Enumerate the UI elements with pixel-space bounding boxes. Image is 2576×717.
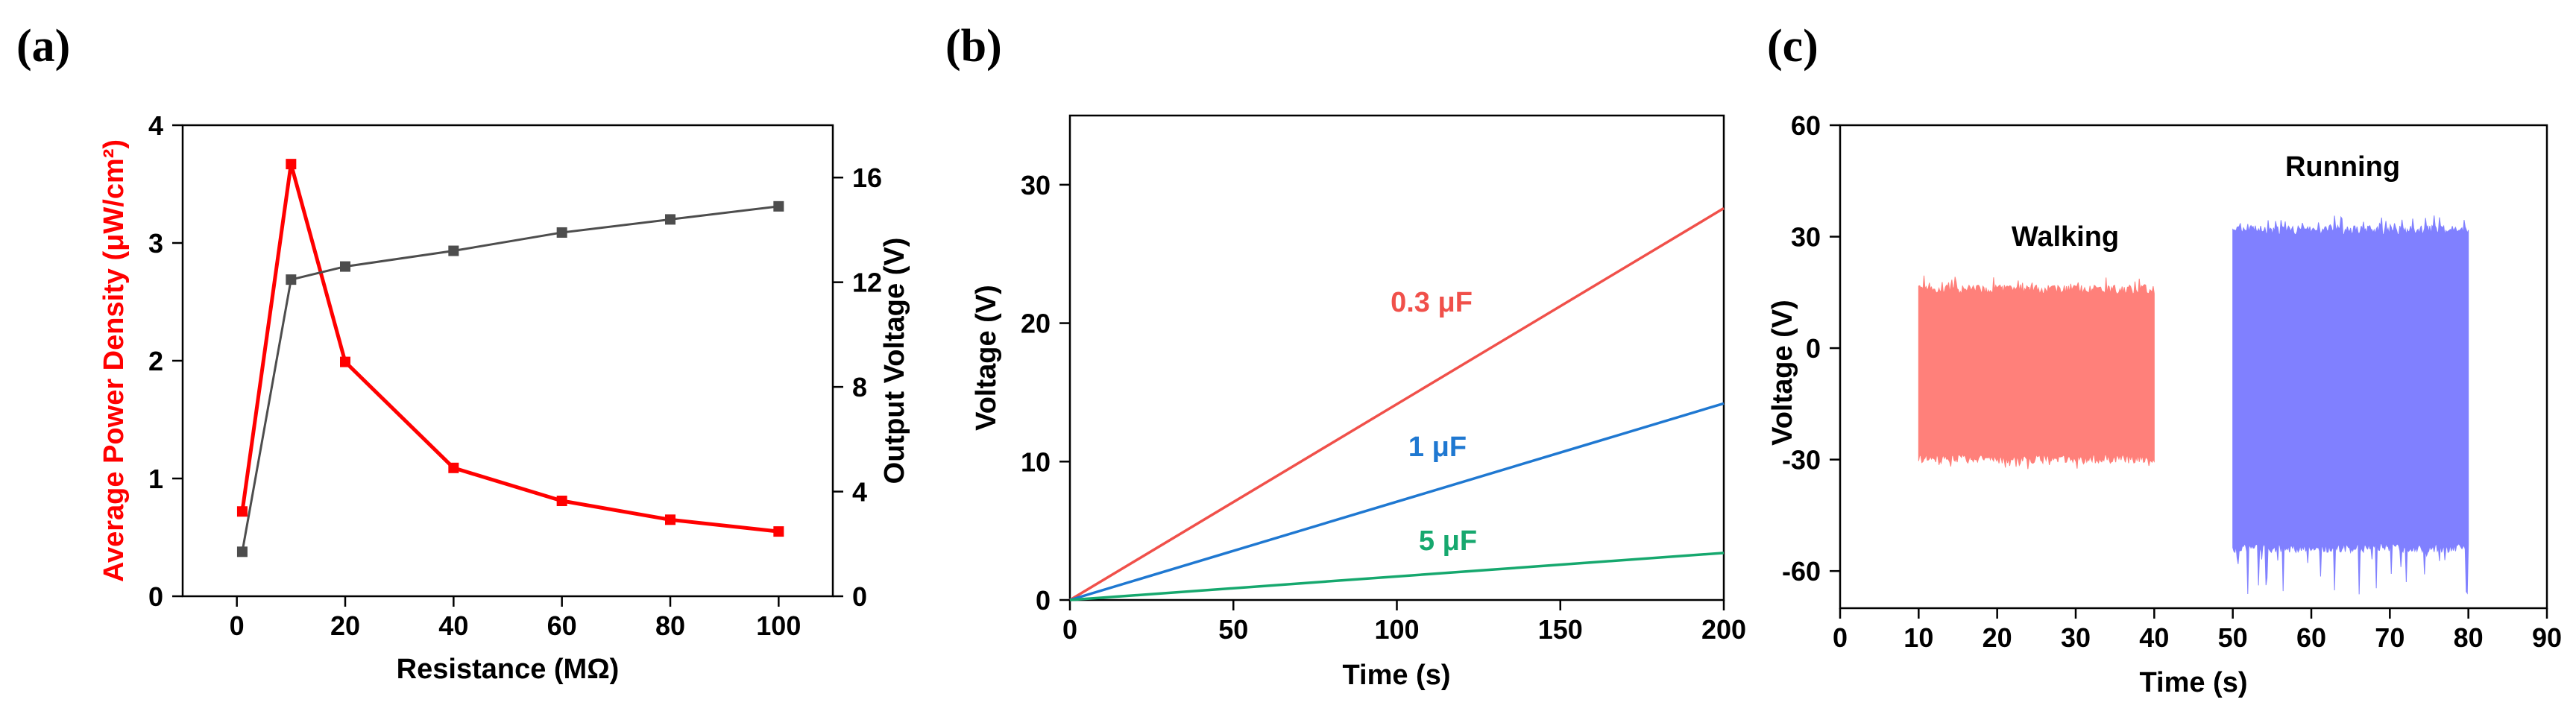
- signal-band-running: [2232, 215, 2469, 595]
- chart-a-ylabel-left: Average Power Density (μW/cm²): [98, 139, 130, 582]
- chart-b-ytick-label: 0: [1036, 585, 1051, 616]
- chart-b-frame: [1068, 114, 1725, 601]
- chart-a-ylabel-right: Output Voltage (V): [879, 238, 910, 484]
- label-running: Running: [2285, 151, 2400, 183]
- chart-b-xtick-label: 0: [1062, 614, 1077, 645]
- chart-b-xtick-label: 150: [1538, 614, 1583, 645]
- chart-a-ytick-left-label: 4: [148, 110, 163, 141]
- chart-a-ytick-right-label: 8: [852, 372, 867, 402]
- data-point-output-voltage: [340, 261, 350, 272]
- panel-label-c: (c): [1767, 21, 1818, 72]
- data-point-power-density: [286, 159, 297, 170]
- series-line-1uf: [1069, 402, 1725, 601]
- chart-a-ytick-right-label: 16: [852, 162, 882, 193]
- chart-a-xtick-label: 60: [547, 610, 577, 641]
- chart-a-ytick-left-label: 2: [148, 346, 163, 376]
- data-point-output-voltage: [448, 245, 459, 256]
- panel-label-b: (b): [945, 21, 1002, 72]
- label-walking: Walking: [2012, 221, 2119, 253]
- series-line-power-density: [240, 162, 779, 534]
- data-point-output-voltage: [236, 546, 248, 558]
- data-point-output-voltage: [286, 274, 297, 285]
- chart-c-xtick-label: 40: [2139, 622, 2169, 653]
- chart-c-ytick-label: -60: [1782, 556, 1821, 587]
- chart-c-ytick-label: -30: [1782, 445, 1821, 476]
- data-point-output-voltage: [665, 214, 676, 225]
- chart-c-xlabel: Time (s): [2139, 667, 2247, 698]
- chart-c-xtick-label: 60: [2296, 622, 2326, 653]
- chart-a-xtick-label: 20: [330, 610, 360, 641]
- data-point-power-density: [340, 356, 350, 367]
- panel-label-a: (a): [16, 21, 70, 72]
- label-5uf: 5 μF: [1419, 525, 1477, 557]
- data-point-power-density: [556, 496, 567, 507]
- signal-band-walking: [1918, 275, 2155, 470]
- chart-c-xtick-label: 0: [1833, 622, 1848, 653]
- chart-b-ytick-label: 20: [1021, 309, 1051, 339]
- chart-c-xtick-label: 10: [1903, 622, 1933, 653]
- chart-c-ytick-label: 30: [1791, 222, 1821, 253]
- chart-b-xtick-label: 100: [1374, 614, 1419, 645]
- chart-a-xtick-label: 40: [438, 610, 468, 641]
- data-point-power-density: [448, 462, 459, 473]
- data-point-power-density: [773, 526, 784, 537]
- chart-a-xlabel: Resistance (MΩ): [397, 654, 620, 685]
- chart-c-frame: [1839, 124, 2548, 610]
- chart-a-ytick-right-label: 4: [852, 477, 867, 508]
- chart-c-ytick-label: 0: [1806, 333, 1821, 364]
- chart-c-ytick-label: 60: [1791, 110, 1821, 141]
- chart-a-ytick-left-label: 1: [148, 464, 163, 494]
- chart-b: 0 50 100 150 200 0 10 20 30 Time (s) Voltage (V…: [971, 114, 1746, 691]
- label-1uf: 1 μF: [1408, 432, 1467, 463]
- chart-b-xtick-label: 200: [1701, 614, 1746, 645]
- chart-c: 0 10 20 30 40 50 60 70 80 90 -60 -30 0 30 60 Time (s)…: [1767, 110, 2562, 698]
- data-point-output-voltage: [556, 227, 567, 238]
- data-point-power-density: [236, 506, 248, 517]
- series-line-0-3uf: [1069, 206, 1725, 601]
- chart-b-xlabel: Time (s): [1342, 660, 1450, 691]
- chart-a-xtick-label: 0: [230, 610, 245, 641]
- chart-a-xtick-label: 100: [756, 610, 801, 641]
- chart-a-ytick-right-label: 0: [852, 581, 867, 612]
- chart-c-ylabel: Voltage (V): [1767, 300, 1798, 446]
- label-0-3uf: 0.3 μF: [1391, 287, 1473, 318]
- chart-b-ytick-label: 10: [1021, 446, 1051, 477]
- chart-c-xtick-label: 20: [1983, 622, 2012, 653]
- chart-a-ytick-left-label: 0: [148, 581, 163, 612]
- data-point-output-voltage: [773, 200, 784, 212]
- chart-c-xtick-label: 80: [2454, 622, 2484, 653]
- chart-b-xtick-label: 50: [1218, 614, 1248, 645]
- series-line-output-voltage: [241, 205, 779, 552]
- chart-a-xtick-label: 80: [655, 610, 685, 641]
- chart-c-xtick-label: 50: [2218, 622, 2248, 653]
- chart-b-ylabel: Voltage (V): [971, 285, 1002, 431]
- series-line-5uf: [1069, 552, 1725, 601]
- data-point-power-density: [665, 514, 676, 525]
- chart-a-ytick-right-label: 12: [852, 268, 882, 298]
- chart-c-xtick-label: 90: [2532, 622, 2562, 653]
- chart-b-ytick-label: 30: [1021, 170, 1051, 200]
- chart-a-ytick-left-label: 3: [148, 228, 163, 259]
- chart-c-xtick-label: 30: [2061, 622, 2091, 653]
- chart-c-xtick-label: 70: [2375, 622, 2405, 653]
